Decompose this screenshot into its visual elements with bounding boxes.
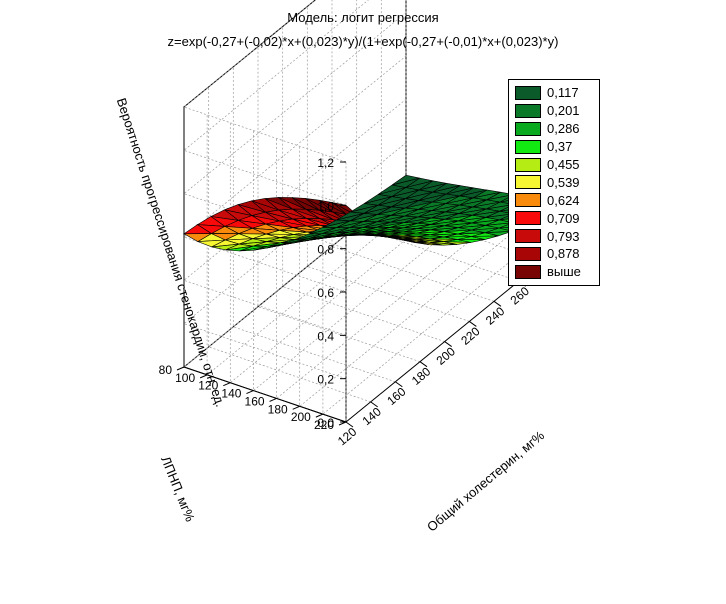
legend-label: 0,878 <box>547 246 580 262</box>
x-tick-mark <box>419 361 428 368</box>
x-tick-mark <box>345 421 354 428</box>
legend-item: 0,709 <box>515 209 599 227</box>
x-gridline <box>208 86 371 403</box>
x-tick-mark <box>370 401 378 408</box>
z-gridline <box>183 55 407 293</box>
x-gridline <box>380 0 544 262</box>
legend-item: 0,37 <box>515 138 599 156</box>
y-tick-mark <box>292 405 300 410</box>
legend-item: 0,117 <box>515 84 599 102</box>
legend-item: 0,455 <box>515 156 599 174</box>
surface-facet <box>391 174 420 186</box>
legend-label: 0,539 <box>547 174 580 190</box>
x-gridline <box>306 6 470 322</box>
chart-subtitle: z=exp(-0,27+(-0,02)*x+(0,023)*y)/(1+exp(… <box>167 34 559 49</box>
z-gridline <box>183 99 407 336</box>
x-gridline <box>282 26 445 342</box>
legend-swatch <box>515 264 541 279</box>
z-tick-label: 0,0 <box>317 416 334 430</box>
legend-swatch <box>515 211 541 226</box>
legend-swatch <box>515 157 541 172</box>
y-tick-mark <box>315 413 324 418</box>
x-gridline <box>232 66 396 383</box>
legend-item: 0,286 <box>515 120 599 138</box>
x-gridline <box>331 0 495 302</box>
legend-swatch <box>515 85 541 100</box>
legend-swatch <box>515 246 541 261</box>
legend: 0,117 0,201 0,286 0,37 0,455 0,539 0,624 0,709 0… <box>508 79 600 286</box>
z-tick-label: 0,6 <box>317 286 334 300</box>
legend-label: выше <box>547 264 581 280</box>
legend-swatch <box>515 229 541 244</box>
x-tick-mark <box>444 341 452 347</box>
legend-item: 0,624 <box>515 191 599 209</box>
y-tick-mark <box>246 390 254 395</box>
z-tick-label: 1,0 <box>317 199 334 213</box>
x-gridline <box>356 0 519 282</box>
y-tick-label: 100 <box>175 371 195 385</box>
z-tick-label: 1,2 <box>317 156 334 170</box>
y-tick-label: 180 <box>268 402 288 416</box>
y-tick-label: 200 <box>291 410 311 424</box>
x-tick-mark <box>493 300 502 307</box>
legend-label: 0,286 <box>547 121 580 137</box>
legend-swatch <box>515 193 541 208</box>
y-axis-line <box>183 366 347 423</box>
y-tick-mark <box>269 397 277 402</box>
z-gridline <box>183 0 369 206</box>
legend-swatch <box>515 121 541 136</box>
z-gridline <box>183 0 347 163</box>
legend-label: 0,37 <box>547 139 573 155</box>
x-tick-label: 120 <box>335 424 360 448</box>
x-gridline <box>257 46 421 363</box>
legend-item: 0,201 <box>515 102 599 120</box>
legend-swatch <box>515 139 541 154</box>
chart-title: Модель: логит регрессия <box>287 10 439 25</box>
legend-swatch <box>515 175 541 190</box>
y-tick-label: 80 <box>159 363 173 377</box>
y-tick-label: 120 <box>198 379 218 393</box>
legend-item: 0,539 <box>515 173 599 191</box>
y-tick-label: 140 <box>221 387 241 401</box>
y-tick-mark <box>199 374 208 379</box>
legend-label: 0,709 <box>547 210 580 226</box>
y-tick-mark <box>176 366 185 371</box>
legend-item: 0,793 <box>515 227 599 245</box>
legend-label: 0,455 <box>547 157 580 172</box>
x-tick-mark <box>395 381 403 388</box>
z-tick-label: 0,8 <box>317 243 334 257</box>
x-tick-mark <box>469 321 477 327</box>
y-tick-label: 160 <box>245 394 265 408</box>
legend-label: 0,624 <box>547 192 580 208</box>
legend-label: 0,117 <box>547 85 579 101</box>
z-gridline <box>183 142 407 380</box>
z-tick-label: 0,4 <box>317 329 334 343</box>
z-tick-label: 0,2 <box>317 373 334 387</box>
y-tick-mark <box>223 382 231 387</box>
legend-item: 0,878 <box>515 245 599 263</box>
legend-swatch <box>515 103 541 118</box>
legend-label: 0,793 <box>547 228 580 244</box>
legend-item: выше <box>515 263 599 281</box>
y-tick-label: 220 <box>314 418 334 432</box>
legend-label: 0,201 <box>547 103 580 119</box>
